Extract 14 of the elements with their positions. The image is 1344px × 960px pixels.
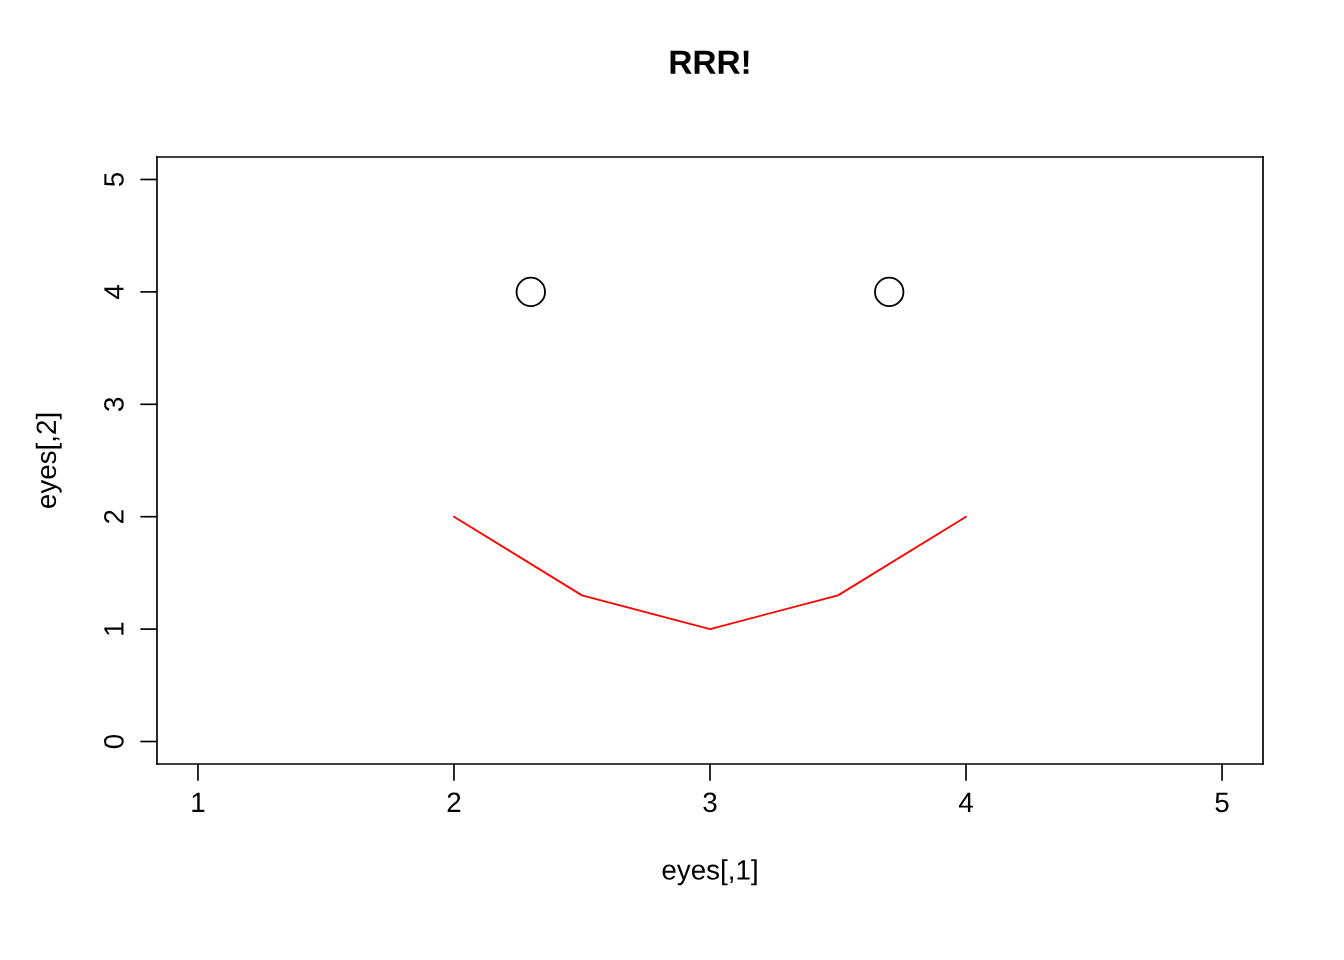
y-tick-label: 0	[104, 734, 124, 749]
chart-title: RRR!	[670, 50, 749, 74]
x-axis-title: eyes[,1]	[662, 859, 757, 886]
x-tick-label: 3	[703, 792, 717, 813]
x-tick-label: 5	[1215, 792, 1229, 813]
x-tick-label: 1	[192, 792, 205, 812]
y-tick-label: 3	[104, 397, 124, 411]
x-tick-label: 2	[447, 792, 461, 812]
y-tick-label: 2	[104, 510, 124, 524]
y-tick-label: 5	[104, 172, 124, 187]
y-tick-label: 1	[104, 622, 124, 635]
x-tick-label: 4	[958, 792, 973, 812]
y-axis-title: eyes[,2]	[35, 413, 62, 508]
y-tick-label: 4	[104, 284, 124, 299]
